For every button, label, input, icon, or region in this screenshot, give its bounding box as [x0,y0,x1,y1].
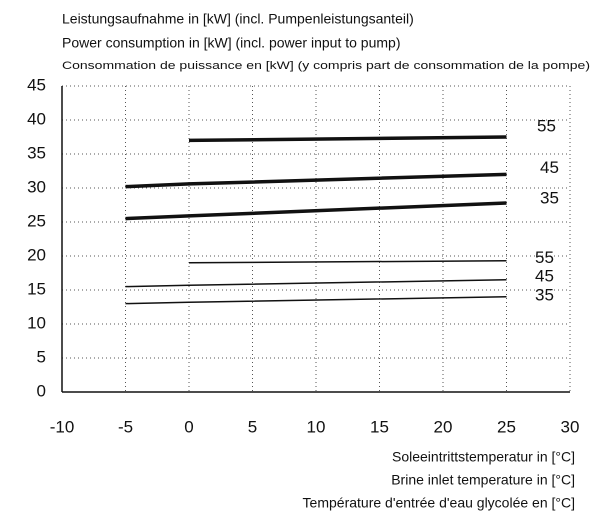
chart-title: Leistungsaufnahme in [kW] (incl. Pumpenl… [62,11,414,27]
x-axis-label: Soleeintrittstemperatur in [°C] [392,449,575,465]
x-axis-label: Température d'entrée d'eau glycolée en [… [303,495,575,511]
y-tick-label: 15 [27,279,46,298]
series-label: 35 [535,285,554,304]
chart-title: Consommation de puissance en [kW] (y com… [62,60,590,72]
y-tick-label: 35 [27,143,46,162]
y-tick-label: 30 [27,177,46,196]
x-axis-label: Brine inlet temperature in [°C] [391,472,575,488]
y-tick-label: 10 [27,313,46,332]
y-tick-label: 25 [27,211,46,230]
x-tick-label: 0 [184,417,193,436]
x-tick-label: -10 [50,417,75,436]
series-line [188,135,507,143]
series-label: 55 [537,116,556,135]
x-tick-label: 30 [561,417,580,436]
series-line [125,279,507,288]
y-tick-label: 0 [37,381,46,400]
y-tick-label: 20 [27,245,46,264]
series-label: 45 [535,266,554,285]
x-tick-label: 20 [434,417,453,436]
y-tick-label: 40 [27,109,46,128]
x-tick-label: 10 [307,417,326,436]
x-tick-label: -5 [118,417,133,436]
y-tick-label: 45 [27,75,46,94]
x-tick-label: 15 [370,417,389,436]
series-label: 55 [535,248,554,267]
series-line [125,201,507,221]
x-tick-label: 25 [497,417,516,436]
series-line [188,260,507,264]
chart-title: Power consumption in [kW] (incl. power i… [62,35,400,51]
series-line [125,172,507,189]
series-label: 45 [540,158,559,177]
series-label: 35 [540,188,559,207]
series-line [125,296,507,305]
y-tick-label: 5 [37,347,46,366]
x-tick-label: 5 [248,417,257,436]
